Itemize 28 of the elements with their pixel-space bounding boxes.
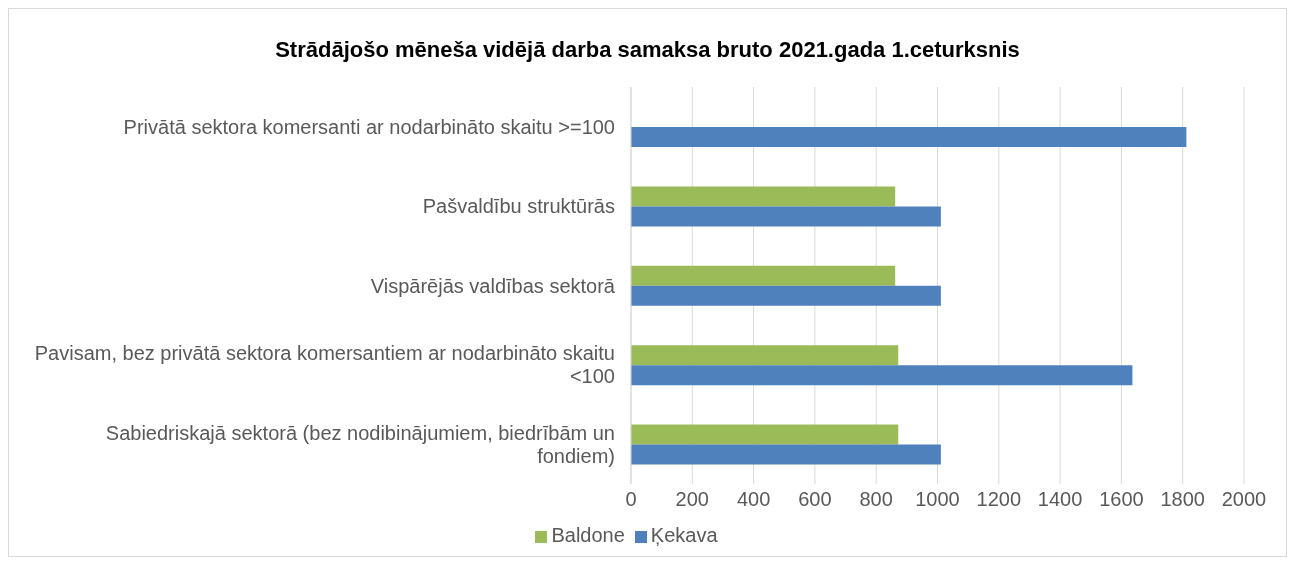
bar bbox=[631, 127, 1187, 147]
x-tick-label: 1600 bbox=[1099, 488, 1144, 511]
bar bbox=[631, 424, 899, 445]
y-tick-label: Pavisam, bez privātā sektora komersantiem ar nodarbināto skaitu <100 bbox=[34, 342, 615, 388]
bar bbox=[631, 265, 896, 286]
x-tick-label: 200 bbox=[675, 488, 709, 511]
x-tick-label: 1000 bbox=[915, 488, 960, 511]
x-tick-label: 2000 bbox=[1221, 488, 1267, 511]
legend-label: Ķekava bbox=[650, 524, 718, 546]
bar bbox=[631, 345, 899, 366]
bar bbox=[631, 186, 896, 207]
y-tick-label: Privātā sektora komersanti ar nodarbināto skaitu >=100 bbox=[123, 115, 615, 138]
x-tick-label: 1800 bbox=[1160, 488, 1205, 511]
x-tick-label: 600 bbox=[798, 488, 832, 511]
bar bbox=[631, 365, 1133, 386]
chart-title: Strādājošo mēneša vidējā darba samaksa bruto 2021.gada 1.ceturksnis bbox=[274, 36, 1021, 64]
legend-label: Baldone bbox=[551, 524, 625, 546]
y-tick-label: Pašvaldību struktūrās bbox=[422, 195, 615, 218]
x-tick-label: 0 bbox=[625, 488, 637, 511]
bar bbox=[631, 444, 941, 465]
y-tick-label: Sabiedriskajā sektorā (bez nodibinājumiem, biedrībām un fondiem) bbox=[105, 421, 615, 467]
y-tick-label: Vispārējās valdības sektorā bbox=[370, 274, 616, 297]
bar bbox=[631, 285, 941, 306]
bar bbox=[631, 206, 941, 227]
x-tick-label: 800 bbox=[859, 488, 893, 511]
x-tick-label: 1200 bbox=[976, 488, 1022, 511]
x-tick-label: 1400 bbox=[1037, 488, 1083, 511]
x-tick-label: 400 bbox=[736, 488, 771, 511]
